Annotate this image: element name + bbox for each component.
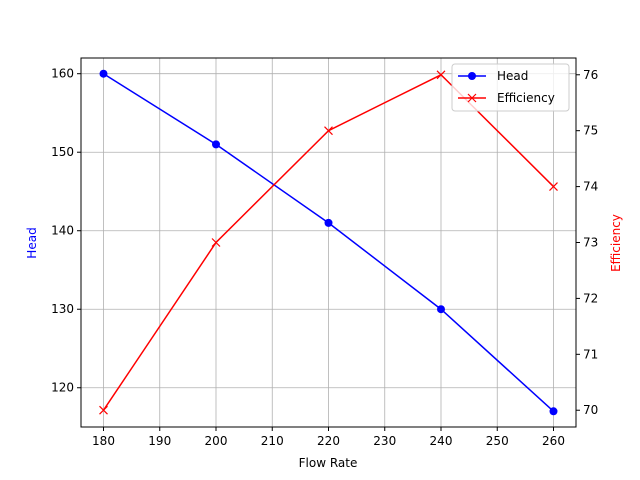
x-tick-label: 180 — [92, 434, 115, 448]
data-point — [549, 407, 558, 416]
x-tick-label: 200 — [205, 434, 228, 448]
legend-head-marker-icon — [468, 72, 476, 80]
x-axis-ticks: 180 190 200 210 220 230 240 250 260 — [92, 427, 565, 448]
data-point — [437, 305, 445, 314]
grid-lines — [81, 58, 576, 427]
data-point — [436, 70, 446, 80]
data-point — [212, 140, 220, 149]
legend: Head Efficiency — [451, 63, 570, 112]
x-axis-label: Flow Rate — [299, 456, 358, 470]
left-y-tick-label: 150 — [51, 145, 74, 159]
right-y-tick-label: 70 — [583, 403, 598, 417]
x-tick-label: 230 — [373, 434, 396, 448]
left-y-tick-label: 120 — [51, 381, 74, 395]
x-tick-label: 250 — [486, 434, 509, 448]
right-y-tick-label: 76 — [583, 68, 598, 82]
right-y-tick-label: 75 — [583, 124, 598, 138]
data-point — [99, 69, 108, 78]
left-y-tick-label: 160 — [51, 67, 74, 81]
data-point — [324, 126, 333, 136]
x-tick-label: 190 — [148, 434, 171, 448]
left-y-axis-ticks: 120 130 140 150 160 — [51, 67, 81, 395]
head-series — [99, 69, 558, 416]
right-y-axis-label: Efficiency — [609, 214, 623, 272]
right-y-tick-label: 71 — [583, 347, 598, 361]
data-point — [99, 405, 108, 415]
legend-head-label: Head — [497, 69, 528, 83]
right-y-tick-label: 72 — [583, 291, 598, 305]
legend-efficiency-label: Efficiency — [497, 91, 555, 105]
right-y-tick-label: 73 — [583, 236, 598, 250]
x-tick-label: 210 — [261, 434, 284, 448]
data-point — [324, 218, 333, 227]
x-tick-label: 220 — [317, 434, 340, 448]
right-y-tick-label: 74 — [583, 180, 598, 194]
left-y-axis-label: Head — [25, 227, 39, 258]
left-y-tick-label: 130 — [51, 302, 74, 316]
right-y-axis-ticks: 70 71 72 73 74 75 76 — [576, 68, 598, 417]
x-tick-label: 240 — [430, 434, 453, 448]
left-y-tick-label: 140 — [51, 224, 74, 238]
data-point — [549, 182, 558, 192]
legend-efficiency-marker-icon — [467, 93, 477, 103]
efficiency-series — [99, 70, 558, 415]
data-point — [211, 238, 221, 247]
x-tick-label: 260 — [542, 434, 565, 448]
